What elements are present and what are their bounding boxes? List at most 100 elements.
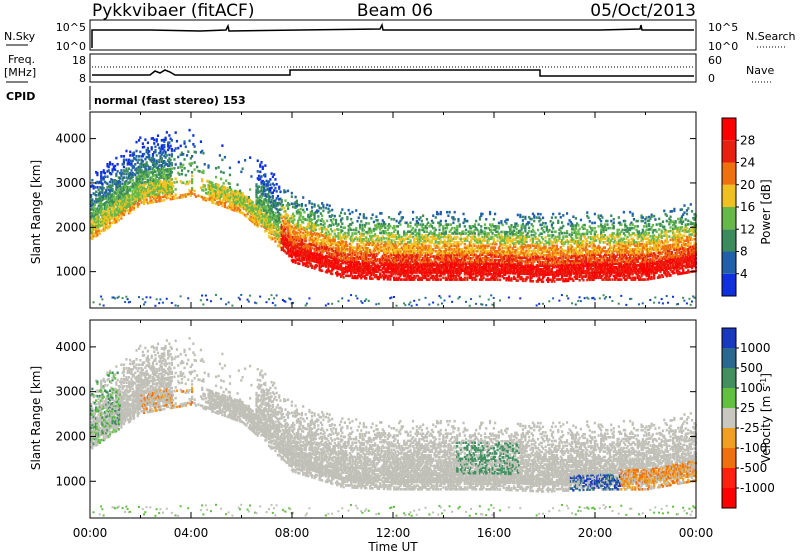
power-cell	[409, 255, 412, 258]
power-cell	[376, 226, 379, 229]
power-cell	[443, 233, 446, 237]
power-cell	[281, 235, 285, 239]
power-cell	[103, 202, 107, 205]
power-cell	[419, 251, 422, 255]
power-cell	[141, 186, 144, 190]
power-cell	[468, 244, 471, 248]
power-cell	[294, 259, 297, 263]
power-cell	[314, 246, 317, 249]
power-cell	[107, 218, 110, 222]
power-cell	[273, 229, 276, 233]
power-cell	[315, 220, 319, 223]
power-cell	[170, 155, 173, 158]
power-cell	[447, 251, 450, 255]
power-cell	[116, 205, 119, 209]
power-cell	[242, 207, 245, 211]
power-cell	[254, 217, 257, 221]
power-cell	[454, 232, 458, 235]
power-cell	[433, 255, 436, 258]
power-cell	[108, 207, 112, 210]
power-cell	[458, 276, 461, 280]
power-cell	[351, 267, 354, 271]
power-cell	[342, 268, 345, 272]
power-cell	[172, 190, 175, 193]
power-cell	[182, 153, 185, 156]
power-cell	[256, 223, 259, 226]
power-cell	[444, 251, 447, 255]
power-cell	[130, 160, 133, 163]
power-cell	[451, 251, 454, 255]
power-cell	[363, 268, 367, 271]
power-cell	[102, 225, 105, 229]
power-cell	[374, 227, 377, 231]
power-cell	[100, 213, 103, 217]
power-cell	[321, 242, 324, 246]
power-cell	[124, 170, 127, 173]
power-cell	[328, 238, 331, 241]
power-cell	[90, 217, 93, 220]
power-cell	[390, 255, 393, 258]
power-cell	[302, 235, 305, 238]
power-cell	[260, 187, 263, 191]
power-cell	[159, 183, 162, 187]
power-cell	[158, 182, 161, 185]
power-cell	[251, 210, 254, 213]
power-cell	[331, 230, 334, 233]
power-cell	[149, 199, 152, 203]
power-cell	[413, 248, 416, 251]
power-cell	[355, 262, 358, 266]
power-cell	[438, 265, 441, 269]
power-cell	[102, 186, 105, 190]
power-cell	[110, 172, 113, 176]
power-cell	[165, 186, 168, 189]
power-cell	[107, 215, 110, 218]
power-cell	[204, 198, 208, 202]
power-cell	[274, 231, 277, 234]
power-cell	[350, 255, 353, 258]
power-cell	[406, 251, 410, 255]
power-cell	[126, 203, 129, 207]
power-cell	[464, 269, 468, 273]
power-cell	[292, 246, 295, 249]
power-cell	[386, 265, 389, 269]
power-cell	[345, 244, 348, 247]
power-cell	[466, 269, 469, 273]
power-cell	[307, 251, 310, 254]
power-cell	[398, 237, 401, 241]
power-cell	[170, 181, 173, 185]
power-cell	[281, 242, 285, 246]
power-cell	[433, 244, 436, 248]
power-cell	[107, 185, 110, 188]
nsearch-tick-top: 10^5	[708, 21, 738, 34]
power-cell	[308, 262, 311, 265]
power-cell	[463, 219, 466, 223]
power-cell	[159, 157, 162, 160]
power-cell	[355, 267, 358, 271]
power-cell	[261, 202, 264, 206]
power-cell	[408, 235, 411, 239]
power-cell	[463, 272, 466, 276]
power-cell	[348, 253, 352, 256]
power-cell	[414, 228, 417, 232]
power-cell	[375, 275, 378, 279]
power-cell	[151, 156, 155, 160]
power-cell	[100, 201, 103, 204]
power-cell	[126, 198, 129, 202]
power-cell	[299, 211, 302, 215]
power-cell	[432, 255, 435, 258]
power-cell	[281, 241, 285, 244]
power-cell	[137, 188, 141, 192]
power-cell	[255, 184, 258, 188]
power-cell	[393, 235, 396, 239]
power-cell	[439, 257, 442, 260]
power-cell	[366, 252, 369, 255]
power-cell	[333, 257, 336, 260]
power-cell	[357, 274, 360, 278]
power-cell	[328, 204, 331, 208]
power-cell	[116, 296, 119, 299]
power-cell	[321, 260, 324, 264]
power-cell	[434, 233, 437, 237]
power-cell	[143, 193, 146, 197]
power-cell	[280, 234, 283, 237]
power-cell	[356, 267, 359, 271]
